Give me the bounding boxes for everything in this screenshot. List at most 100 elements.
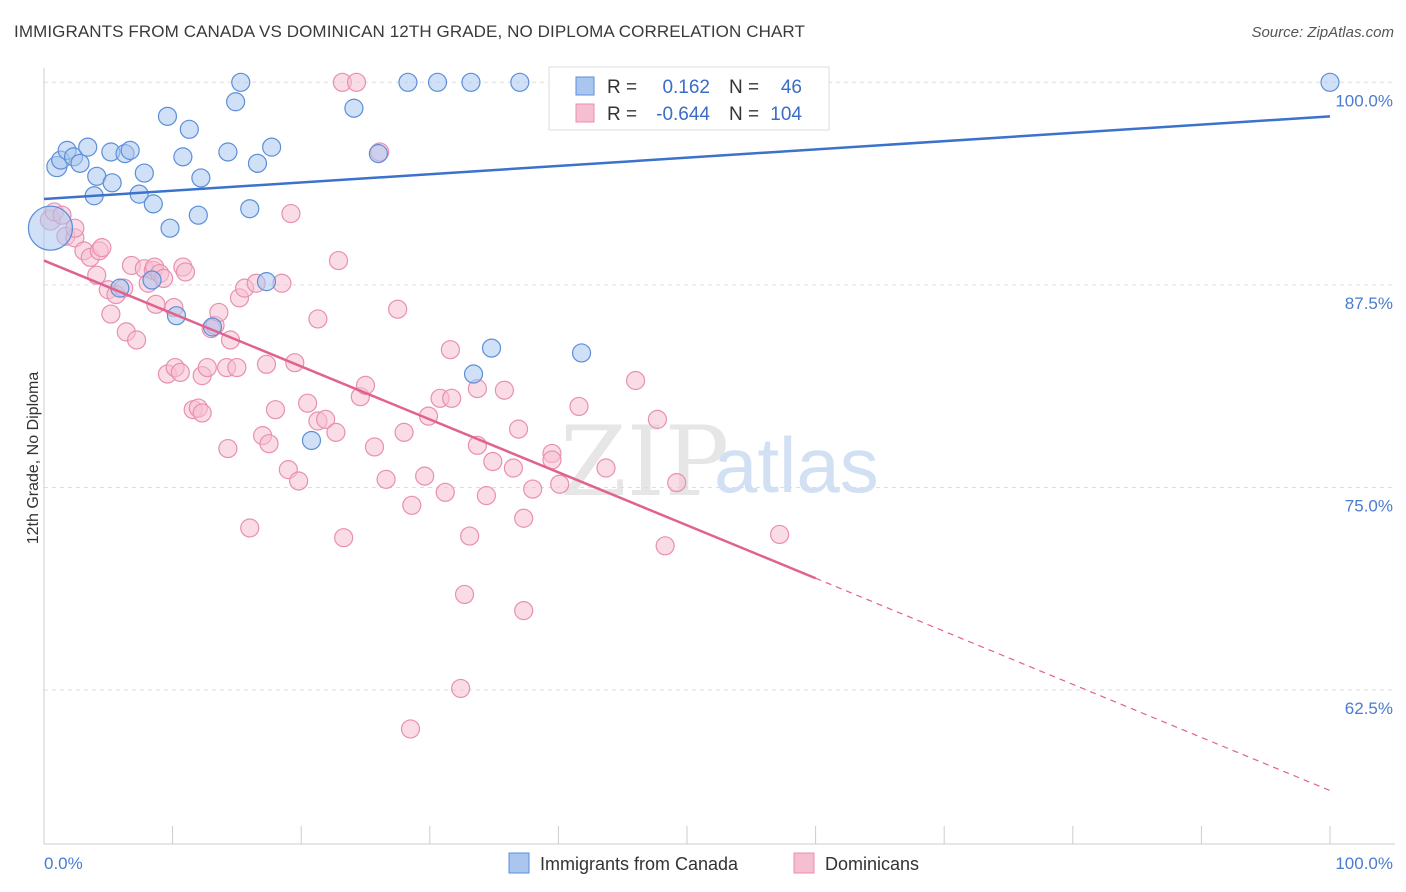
canada-point-45	[571, 343, 592, 363]
legend-r-label-2: R =	[607, 104, 637, 125]
x-tick-label-1: 100.0%	[1335, 854, 1393, 873]
x-tick-labels: 0.0% 100.0%	[44, 854, 1393, 873]
dominicans-point-91	[523, 479, 543, 499]
dominicans-point-78	[442, 388, 462, 408]
canada-point-24	[231, 72, 251, 92]
dominicans-point-56	[298, 393, 318, 413]
y-tick-label-2: 75.0%	[1345, 496, 1393, 515]
canada-point-16	[157, 106, 178, 126]
trend-line-dominicans	[43, 259, 817, 580]
dominicans-point-49	[259, 434, 279, 454]
dominicans-point-79	[451, 678, 471, 699]
trend-line-canada	[43, 115, 1331, 201]
dominicans-point-84	[476, 485, 496, 506]
canada-point-0	[27, 205, 74, 251]
dominicans-point-59	[316, 409, 336, 429]
canada-point-22	[218, 142, 238, 162]
bottom-legend-swatch-canada	[508, 852, 530, 874]
dominicans-point-77	[440, 340, 460, 360]
canada-point-13	[134, 163, 154, 183]
trend-lines	[43, 115, 1331, 792]
bottom-legend-label-dominicans: Dominicans	[825, 854, 919, 874]
watermark: ZIP atlas	[560, 406, 879, 518]
stats-legend: R = 0.162 N = 46 R = -0.644 N = 104	[548, 66, 830, 131]
dominicans-point-96	[596, 458, 616, 478]
dominicans-point-90	[514, 601, 534, 621]
dominicans-point-55	[289, 471, 309, 491]
dominicans-point-89	[514, 508, 534, 528]
trend-line-dominicans-extension	[815, 577, 1331, 792]
legend-n-label-2: N =	[729, 104, 759, 125]
dominicans-point-95	[569, 396, 589, 417]
dominicans-point-85	[483, 451, 503, 472]
bottom-legend-label-canada: Immigrants from Canada	[540, 854, 739, 874]
dominicans-point-64	[334, 528, 354, 548]
legend-swatch-blue	[575, 76, 595, 96]
dominicans-point-60	[326, 422, 346, 442]
bottom-legend-swatch-dominicans	[793, 852, 815, 874]
canada-point-15	[143, 194, 163, 214]
dominicans-point-50	[265, 400, 286, 420]
x-tick-label-0: 0.0%	[44, 854, 83, 873]
y-tick-labels: 100.0% 87.5% 75.0% 62.5%	[1335, 91, 1393, 718]
dominicans-point-30	[175, 262, 196, 282]
canada-point-32	[461, 72, 481, 92]
legend-n-value-1: 46	[781, 77, 802, 98]
dominicans-point-42	[227, 357, 247, 378]
dominicans-point-28	[170, 362, 190, 382]
dominicans-point-102	[400, 719, 421, 739]
dominicans-point-53	[281, 203, 301, 224]
dominicans-point-67	[364, 437, 385, 457]
canada-point-18	[173, 147, 193, 167]
canada-point-12	[120, 140, 140, 160]
y-tick-label-3: 62.5%	[1345, 699, 1393, 718]
canada-point-23	[226, 92, 246, 112]
watermark-zip: ZIP	[560, 406, 729, 518]
dominicans-point-101	[769, 524, 790, 545]
canada-point-41	[256, 272, 277, 292]
dominicans-point-76	[435, 482, 455, 502]
dominicans-point-71	[394, 422, 414, 442]
canada-point-25	[240, 199, 260, 219]
canada-point-46	[1320, 72, 1340, 92]
stats-legend-box	[548, 66, 830, 131]
dominicans-point-99	[655, 536, 675, 556]
dominicans-point-69	[376, 469, 396, 489]
dominicans-point-35	[197, 357, 217, 378]
dominicans-point-100	[667, 473, 687, 493]
legend-swatch-pink	[575, 103, 595, 123]
dominicans-point-45	[240, 518, 260, 538]
dominicans-point-10	[92, 238, 112, 258]
canada-point-30	[398, 72, 418, 92]
watermark-atlas: atlas	[714, 421, 879, 509]
canada-point-42	[301, 430, 322, 451]
canada-point-31	[427, 72, 448, 92]
canada-point-17	[160, 218, 180, 238]
series-legend: Immigrants from Canada Dominicans	[508, 852, 919, 874]
dominicans-point-97	[625, 370, 646, 391]
canada-point-5	[70, 153, 90, 173]
canada-point-37	[142, 270, 162, 290]
dominicans-point-98	[647, 409, 668, 429]
legend-r-label-1: R =	[607, 77, 637, 98]
dominicans-point-87	[503, 458, 523, 478]
chart-title: IMMIGRANTS FROM CANADA VS DOMINICAN 12TH…	[14, 22, 805, 41]
y-axis-label: 12th Grade, No Diploma	[25, 372, 42, 545]
y-tick-label-1: 87.5%	[1345, 294, 1393, 313]
canada-point-29	[368, 144, 388, 164]
canada-point-19	[179, 119, 199, 139]
dominicans-point-93	[550, 474, 570, 494]
dominicans-point-80	[454, 584, 475, 605]
dominicans-point-34	[192, 403, 212, 423]
canada-point-21	[188, 205, 208, 225]
y-tick-label-0: 100.0%	[1335, 91, 1393, 110]
dominicans-point-86	[494, 380, 514, 400]
dominicans-point-81	[460, 526, 480, 546]
legend-r-value-2: -0.644	[656, 104, 710, 125]
legend-n-label-1: N =	[729, 77, 759, 98]
gridlines	[44, 81, 1395, 691]
dominicans-point-57	[308, 309, 328, 329]
canada-point-44	[481, 338, 502, 358]
canada-point-27	[262, 137, 282, 157]
